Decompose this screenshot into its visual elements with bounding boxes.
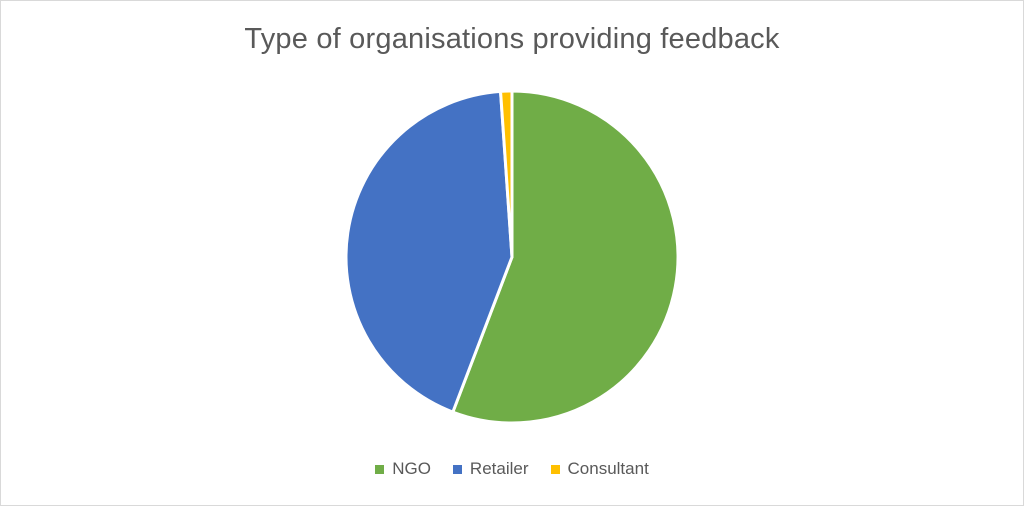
pie-slice-ngo — [451, 89, 680, 425]
pie-slice-retailer — [344, 89, 514, 414]
legend-item-ngo: NGO — [375, 459, 431, 479]
legend-swatch-consultant — [550, 464, 560, 474]
legend-item-retailer: Retailer — [452, 459, 529, 479]
legend-label-retailer: Retailer — [469, 459, 529, 478]
legend-swatch-ngo — [375, 464, 385, 474]
legend-item-consultant: Consultant — [550, 459, 649, 479]
pie-slice-consultant — [499, 89, 514, 259]
chart-title: Type of organisations providing feedback — [244, 23, 780, 55]
legend-swatch-retailer — [452, 464, 462, 474]
legend-label-consultant: Consultant — [567, 459, 649, 478]
pie-slices — [344, 89, 680, 425]
legend-label-ngo: NGO — [392, 459, 431, 478]
legend: NGO Retailer Consultant — [1, 459, 1023, 479]
